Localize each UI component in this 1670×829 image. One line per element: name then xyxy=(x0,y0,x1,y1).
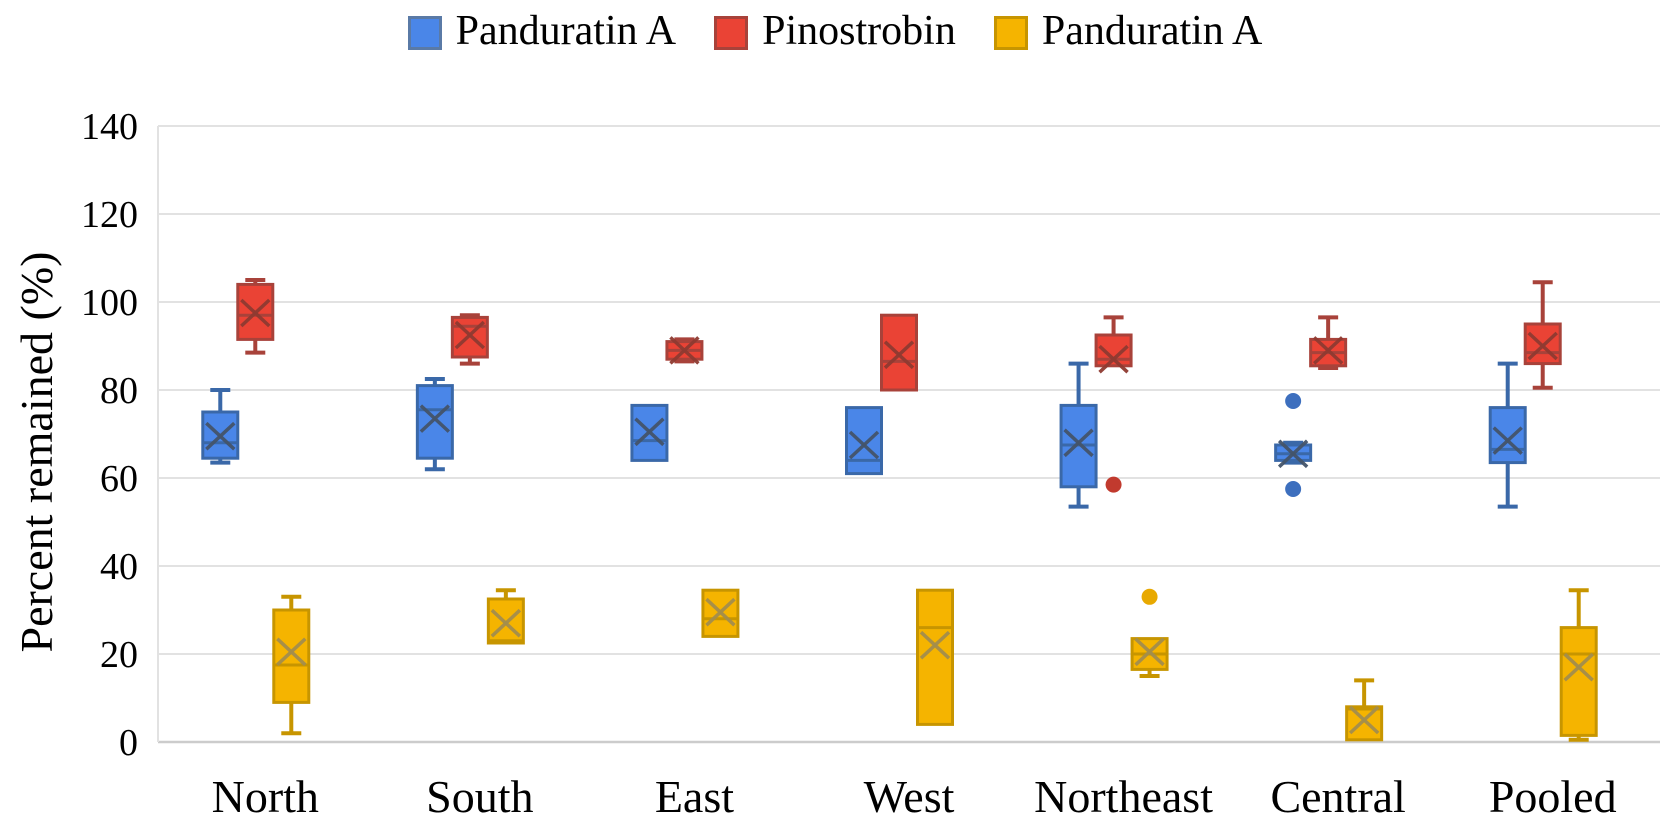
mean-x-marker xyxy=(1348,705,1380,735)
x-axis-label: North xyxy=(212,771,319,822)
mean-x-marker xyxy=(919,630,951,660)
box xyxy=(272,608,311,704)
legend-item: Panduratin A xyxy=(407,8,677,56)
mean-x-marker xyxy=(240,298,271,328)
legend: Panduratin A Pinostrobin Panduratin A xyxy=(0,10,1670,56)
y-tick-label: 120 xyxy=(81,194,138,236)
y-tick-label: 60 xyxy=(100,458,138,500)
mean-x-marker xyxy=(1527,331,1558,361)
mean-x-marker xyxy=(669,336,700,365)
mean-x-marker xyxy=(490,608,522,638)
outlier-point xyxy=(1141,588,1158,605)
mean-x-marker xyxy=(419,404,451,433)
x-axis-label: Central xyxy=(1270,771,1405,822)
mean-x-marker xyxy=(634,417,665,447)
mean-x-marker xyxy=(1134,637,1165,667)
box xyxy=(1345,705,1384,742)
box xyxy=(1559,626,1598,737)
mean-x-marker xyxy=(1063,428,1094,458)
legend-label: Pinostrobin xyxy=(762,8,956,54)
y-tick-label: 80 xyxy=(100,370,138,412)
y-tick-label: 0 xyxy=(119,722,138,764)
mean-x-marker xyxy=(1312,336,1344,365)
outlier-point xyxy=(1285,481,1302,497)
legend-swatch xyxy=(407,16,442,50)
outlier-point xyxy=(1105,476,1122,493)
mean-x-marker xyxy=(276,637,307,667)
y-tick-label: 140 xyxy=(81,106,138,148)
box xyxy=(415,384,454,460)
x-axis-label: West xyxy=(864,771,955,822)
x-axis-label: South xyxy=(426,771,533,822)
legend-label: Panduratin A xyxy=(455,8,677,54)
y-tick-label: 100 xyxy=(81,282,138,324)
mean-x-marker xyxy=(848,430,880,460)
x-axis-label: Northeast xyxy=(1034,771,1213,822)
legend-item: Panduratin A xyxy=(993,8,1263,56)
mean-x-marker xyxy=(1492,426,1523,455)
box xyxy=(845,406,883,476)
x-axis-label: East xyxy=(655,771,734,822)
legend-swatch xyxy=(993,16,1028,50)
mean-x-marker xyxy=(705,597,736,627)
mean-x-marker xyxy=(1277,439,1309,469)
y-tick-label: 20 xyxy=(100,634,138,676)
legend-item: Pinostrobin xyxy=(714,10,956,56)
mean-x-marker xyxy=(1098,344,1129,374)
mean-x-marker xyxy=(883,340,915,370)
legend-label: Panduratin A xyxy=(1041,8,1263,54)
y-tick-label: 40 xyxy=(100,546,138,588)
outlier-point xyxy=(1285,393,1302,409)
mean-x-marker xyxy=(1563,652,1594,682)
x-axis-label: Pooled xyxy=(1489,771,1617,822)
mean-x-marker xyxy=(454,320,486,350)
mean-x-marker xyxy=(205,421,236,451)
legend-swatch xyxy=(714,16,749,50)
